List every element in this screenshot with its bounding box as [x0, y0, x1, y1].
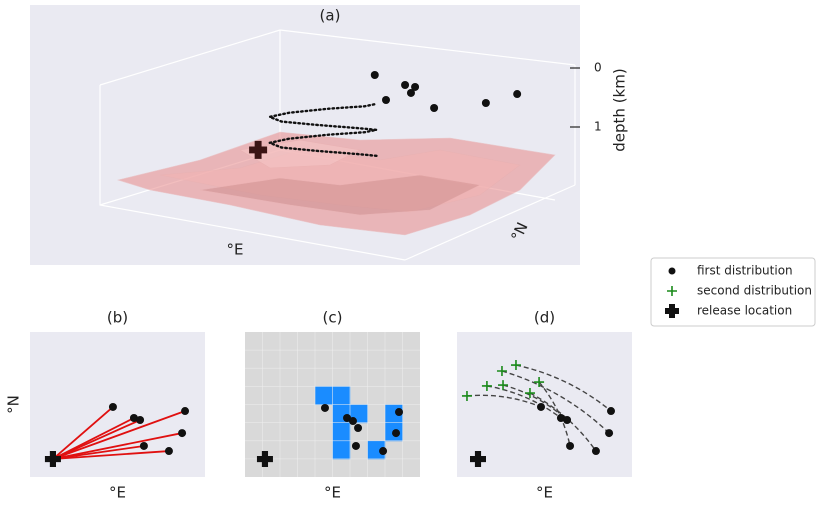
- z-tick-label: 1: [594, 120, 602, 134]
- x-axis-label: °E: [536, 484, 553, 502]
- release-marker: [256, 451, 273, 468]
- z-axis-label: depth (km): [611, 68, 629, 151]
- point: [351, 441, 360, 450]
- cell: [332, 440, 351, 460]
- cell: [332, 422, 351, 442]
- panel-title: (d): [534, 309, 555, 327]
- point-plus: [534, 377, 545, 388]
- release-marker: [44, 451, 61, 468]
- point: [139, 441, 148, 450]
- cell: [315, 386, 333, 405]
- y-axis-label: °N: [5, 395, 23, 414]
- point: [164, 447, 173, 456]
- point: [430, 103, 439, 112]
- point: [395, 408, 403, 417]
- legend-marker: [665, 304, 679, 318]
- point: [348, 417, 357, 426]
- point: [354, 423, 363, 432]
- point: [406, 88, 415, 97]
- point-plus: [524, 388, 535, 399]
- point: [607, 407, 615, 416]
- panel-title: (c): [323, 309, 343, 327]
- point: [343, 413, 352, 422]
- point-plus: [481, 380, 492, 391]
- legend-marker: [667, 286, 677, 296]
- point: [136, 416, 145, 425]
- legend-marker: [668, 267, 676, 275]
- point: [381, 96, 390, 105]
- connection: [52, 419, 141, 460]
- point: [108, 402, 117, 411]
- panel-title: (b): [107, 309, 128, 327]
- x-axis-label: °E: [109, 484, 126, 502]
- connection: [515, 364, 612, 412]
- connection: [52, 450, 170, 460]
- connection: [52, 432, 183, 460]
- z-tick-label: 0: [594, 61, 602, 75]
- point: [379, 447, 388, 456]
- connection: [486, 385, 562, 419]
- cell: [332, 386, 351, 405]
- point-plus: [510, 360, 521, 371]
- point: [481, 98, 490, 107]
- cell: [367, 440, 386, 460]
- point: [181, 407, 190, 416]
- point: [591, 447, 600, 456]
- point: [537, 402, 545, 411]
- point: [605, 429, 614, 438]
- connection: [52, 410, 186, 460]
- point: [513, 90, 522, 99]
- point: [320, 403, 329, 412]
- x-axis-label: °E: [324, 484, 341, 502]
- connection: [52, 445, 145, 460]
- point: [401, 81, 410, 89]
- point: [556, 413, 565, 422]
- legend-label: release location: [697, 304, 792, 318]
- point: [178, 429, 187, 438]
- point: [392, 429, 401, 438]
- point: [411, 82, 420, 91]
- point: [566, 441, 575, 450]
- surface: [116, 131, 556, 236]
- release-marker: [249, 140, 268, 159]
- point: [129, 413, 138, 422]
- point-plus: [461, 390, 472, 401]
- legend-box: [650, 257, 816, 327]
- legend-label: second distribution: [697, 284, 812, 298]
- point: [563, 416, 572, 425]
- panel: [457, 332, 632, 477]
- point: [370, 70, 379, 79]
- point-plus: [498, 380, 509, 391]
- connection: [52, 406, 114, 460]
- panel-title: (a): [320, 7, 341, 25]
- trajectory: [265, 102, 378, 157]
- x-axis-label: °E: [227, 241, 244, 259]
- connection: [466, 394, 542, 408]
- point-plus: [496, 366, 507, 377]
- panel-background: [457, 332, 632, 477]
- release-marker: [470, 451, 486, 468]
- legend-label: first distribution: [697, 264, 793, 278]
